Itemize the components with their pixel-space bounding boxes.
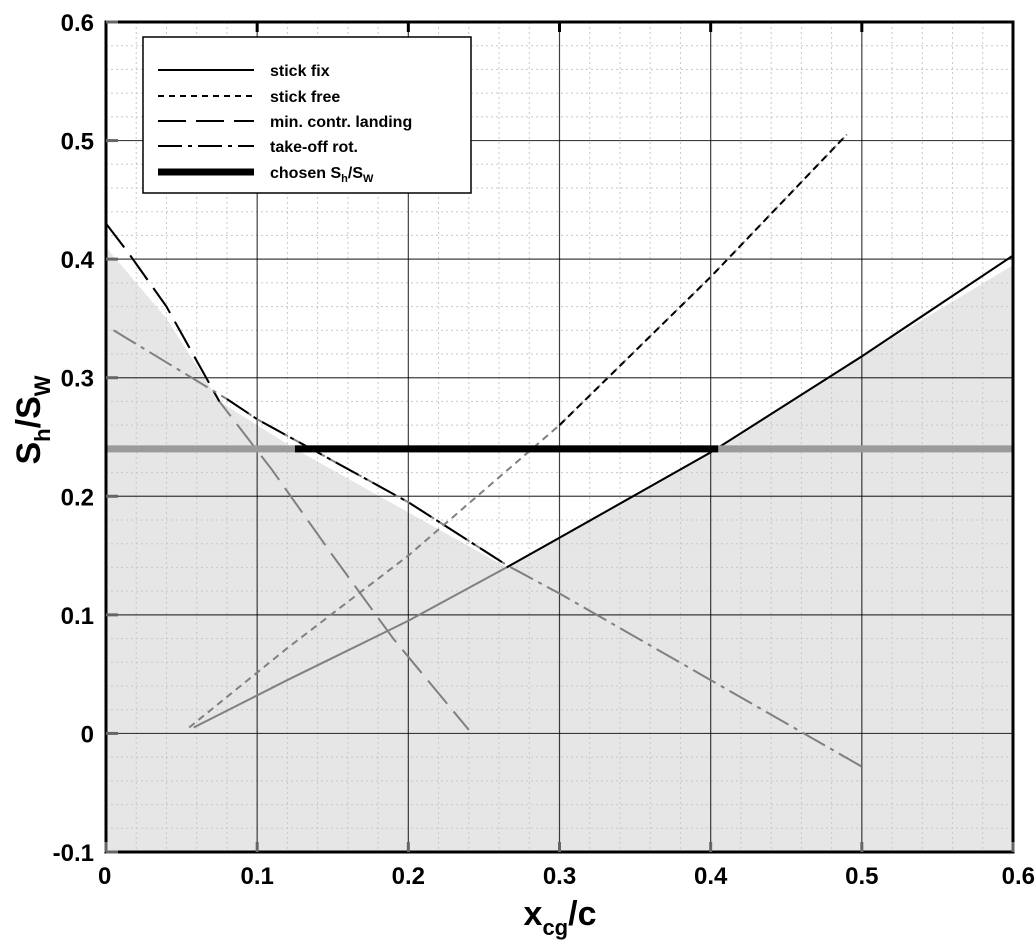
series-line-min-contr-landing bbox=[105, 222, 221, 402]
x-tick-label: 0.5 bbox=[845, 863, 878, 890]
y-tick-label: 0.5 bbox=[61, 129, 94, 156]
legend-label-stick-free: stick free bbox=[270, 89, 340, 106]
x-tick-label: 0 bbox=[98, 863, 111, 890]
y-tick-label: 0.2 bbox=[61, 484, 94, 511]
legend-label-chosen: chosen Sh/SW bbox=[270, 165, 374, 185]
x-tick-label: 0.3 bbox=[543, 863, 576, 890]
tick-labels: 0 0.1 0.2 0.3 0.4 0.5 0.6-0.100.10.20.30.40.50… bbox=[53, 10, 1035, 890]
legend-label-min-contr-landing: min. contr. landing bbox=[270, 114, 412, 131]
x-tick-label: 0.6 bbox=[1002, 863, 1035, 890]
series-line-stick-fix bbox=[506, 254, 1014, 569]
x-tick-label: 0.1 bbox=[240, 863, 273, 890]
y-tick-label: 0.1 bbox=[61, 603, 94, 630]
x-tick-label: 0.2 bbox=[392, 863, 425, 890]
y-tick-label: 0.3 bbox=[61, 366, 94, 393]
y-tick-label: -0.1 bbox=[53, 840, 94, 867]
legend-label-take-off-rot: take-off rot. bbox=[270, 139, 358, 156]
legend-box bbox=[142, 36, 472, 194]
series-layer bbox=[105, 133, 1014, 768]
x-axis-title: xcg/c bbox=[524, 895, 597, 940]
legend-label-stick-fix: stick fix bbox=[270, 63, 330, 80]
y-tick-label: 0.4 bbox=[61, 247, 95, 274]
series-line-take-off-rot bbox=[226, 398, 508, 566]
series-line-stick-free bbox=[558, 133, 848, 426]
legend: stick fix stick free min. contr. landing… bbox=[142, 36, 472, 194]
y-tick-label: 0 bbox=[81, 721, 94, 748]
x-tick-label: 0.4 bbox=[694, 863, 728, 890]
y-tick-label: 0.6 bbox=[61, 10, 94, 37]
plot-frame bbox=[104, 20, 1015, 854]
y-axis-title: Sh/SW bbox=[10, 375, 55, 464]
